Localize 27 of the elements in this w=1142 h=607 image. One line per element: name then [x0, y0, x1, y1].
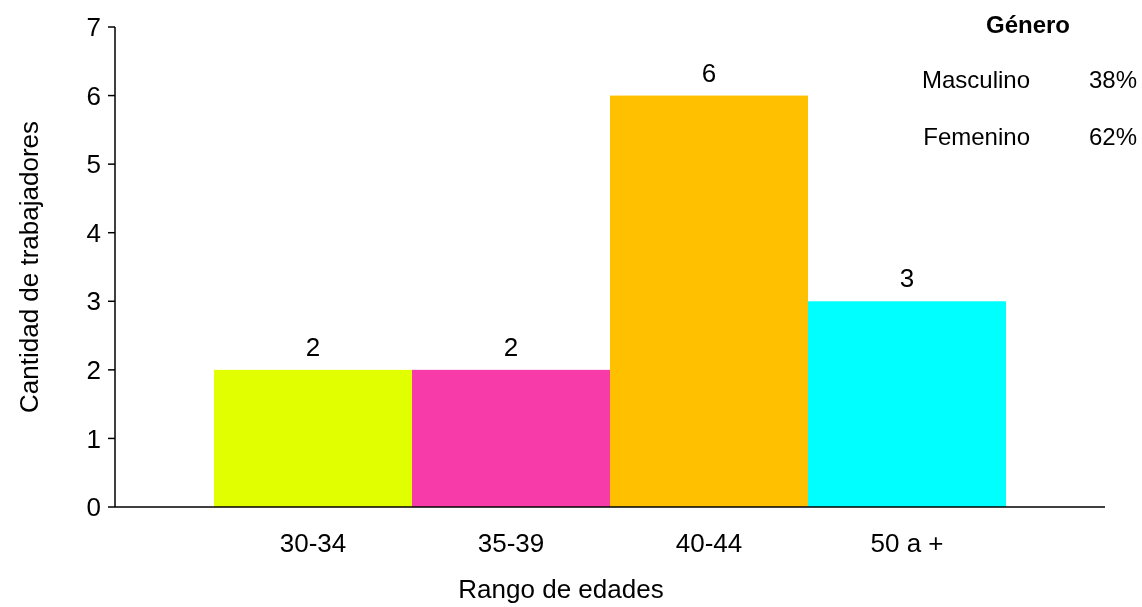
x-tick-label: 50 a + — [870, 528, 944, 558]
annotation: Masculino — [921, 66, 1030, 93]
data-label: 2 — [503, 331, 519, 362]
y-tick-label: 3 — [86, 286, 101, 317]
x-tick-label: 40-44 — [675, 528, 743, 558]
bar — [214, 369, 412, 507]
x-tick-label: 35-39 — [477, 528, 545, 558]
annotation: Femenino — [923, 123, 1030, 150]
y-tick-label: 2 — [86, 354, 101, 385]
x-axis-title: Rango de edades — [458, 574, 664, 604]
data-label: 6 — [701, 57, 717, 88]
y-tick-label: 6 — [86, 80, 101, 111]
annotation: 38% — [1088, 66, 1137, 93]
y-tick-label: 4 — [86, 217, 101, 248]
annotation: 62% — [1088, 123, 1137, 150]
y-tick-label: 1 — [86, 423, 101, 454]
bar — [610, 95, 808, 507]
data-label: 2 — [305, 331, 321, 362]
bar — [808, 301, 1006, 507]
bar — [412, 369, 610, 507]
y-tick-label: 5 — [86, 149, 101, 180]
x-tick-label: 30-34 — [279, 528, 347, 558]
y-axis-title: Cantidad de trabajadores — [14, 121, 44, 413]
y-tick-label: 0 — [86, 492, 101, 523]
data-label: 3 — [899, 263, 915, 294]
annotation: Género — [985, 11, 1071, 38]
y-tick-label: 7 — [86, 12, 101, 43]
